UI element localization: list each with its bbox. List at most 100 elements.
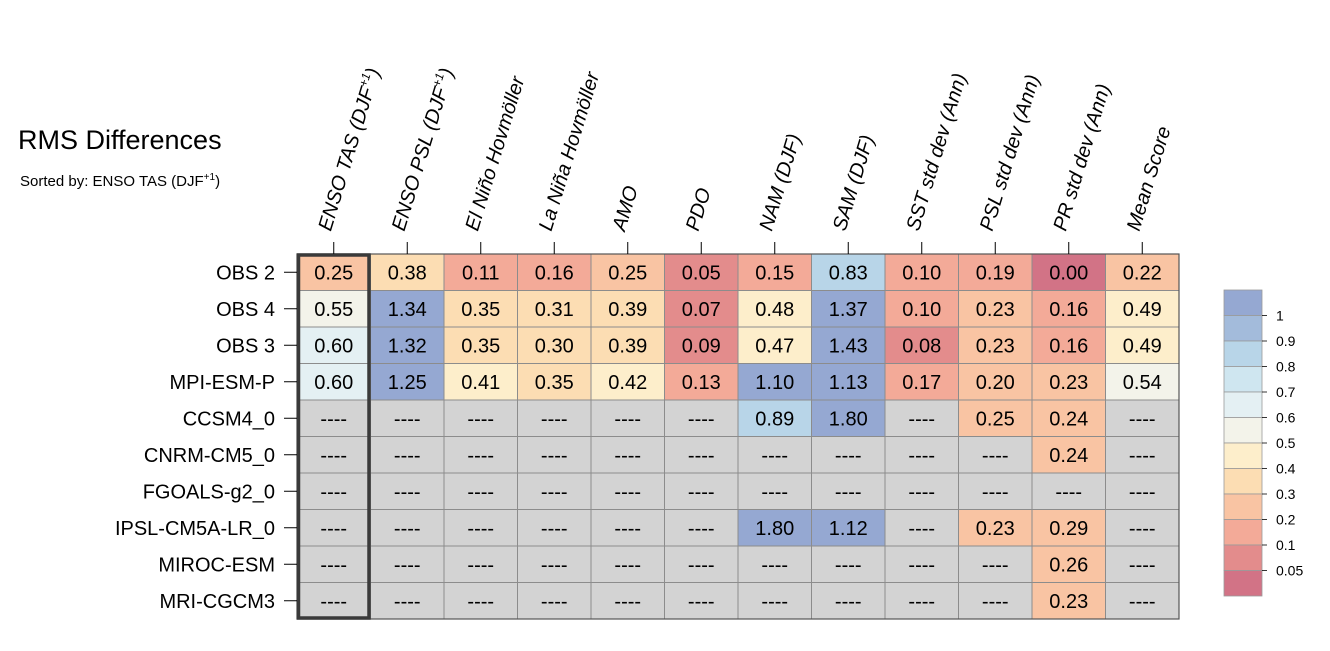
column-label-text: SAM (DJF): [829, 132, 879, 233]
legend-label: 0.9: [1276, 333, 1296, 349]
column-label-text: ENSO PSL (DJF: [388, 83, 453, 233]
column-label: SST std dev (Ann): [902, 71, 971, 234]
cell-value: 0.83: [829, 262, 868, 284]
heatmap-cell: [443, 582, 518, 620]
heatmap-cell: [737, 472, 812, 510]
cell-value: 0.11: [462, 262, 499, 284]
heatmap-cell: [737, 399, 812, 437]
cell-value: 0.23: [1049, 591, 1088, 613]
heatmap-cell: [370, 545, 445, 583]
heatmap-cell: [1105, 472, 1180, 510]
sorted-column-highlight: [296, 253, 371, 620]
cell-value: 0.13: [682, 372, 721, 394]
column-label: PR std dev (Ann): [1049, 81, 1115, 233]
heatmap-cell: [884, 326, 959, 364]
cell-value: ----: [1129, 445, 1156, 467]
cell-value: ----: [394, 554, 421, 576]
cell-value: 0.31: [535, 299, 574, 321]
heatmap-cell: [664, 290, 739, 328]
legend-swatch: [1223, 366, 1263, 393]
column-label-text: Mean Score: [1123, 124, 1176, 234]
cell-value: 0.35: [461, 335, 500, 357]
cell-value: ----: [467, 518, 494, 540]
column-label: PSL std dev (Ann): [976, 72, 1044, 233]
column-label-superscript: +1: [356, 71, 373, 88]
heatmap-cell: [1031, 326, 1106, 364]
cell-value: 0.38: [388, 262, 427, 284]
cell-value: ----: [688, 445, 715, 467]
column-label: NAM (DJF): [755, 131, 805, 233]
legend-label: 0.2: [1276, 512, 1296, 528]
cell-value: 0.05: [682, 262, 721, 284]
heatmap-cell: [737, 582, 812, 620]
column-label-text: PR std dev (Ann): [1049, 81, 1115, 233]
heatmap-cell: [296, 253, 371, 291]
cell-value: ----: [835, 591, 862, 613]
cell-value: ----: [614, 408, 641, 430]
cell-value: ----: [1129, 554, 1156, 576]
heatmap-cell: [958, 582, 1033, 620]
cell-value: 0.23: [976, 299, 1015, 321]
cell-value: ----: [541, 554, 568, 576]
heatmap-cell: [443, 545, 518, 583]
heatmap-cell: [296, 545, 371, 583]
cell-value: ----: [394, 591, 421, 613]
cell-value: ----: [541, 481, 568, 503]
legend-label: 0.6: [1276, 410, 1296, 426]
cell-value: ----: [320, 554, 347, 576]
heatmap-cell: [1105, 326, 1180, 364]
cell-value: ----: [688, 518, 715, 540]
cell-value: 0.25: [314, 262, 353, 284]
cell-value: 1.80: [755, 518, 794, 540]
cell-value: 0.07: [682, 299, 721, 321]
cell-value: ----: [394, 445, 421, 467]
cell-value: 1.32: [388, 335, 427, 357]
cell-value: 1.37: [829, 299, 868, 321]
row-label: CNRM-CM5_0: [144, 445, 275, 467]
heatmap-cell: [664, 545, 739, 583]
heatmap-cell: [884, 545, 959, 583]
legend-label: 0.7: [1276, 384, 1296, 400]
legend-label: 1: [1276, 308, 1284, 324]
legend-swatch: [1223, 289, 1263, 316]
row-label: OBS 4: [216, 299, 275, 321]
legend-swatch: [1223, 417, 1263, 444]
cell-value: 0.25: [976, 408, 1015, 430]
legend-label: 0.1: [1276, 537, 1296, 553]
cell-value: 1.13: [829, 372, 868, 394]
column-label-text: NAM (DJF): [755, 131, 805, 233]
heatmap-cell: [1105, 509, 1180, 547]
cell-value: 0.55: [314, 299, 353, 321]
heatmap-cell: [958, 399, 1033, 437]
cell-value: ----: [688, 408, 715, 430]
heatmap-cell: [370, 472, 445, 510]
cell-value: ----: [614, 591, 641, 613]
column-label: ENSO TAS (DJF+1): [313, 65, 385, 234]
cell-value: 1.25: [388, 372, 427, 394]
cell-value: 1.12: [829, 518, 868, 540]
cell-value: ----: [982, 554, 1009, 576]
cell-value: 0.30: [535, 335, 574, 357]
cell-value: ----: [394, 481, 421, 503]
cell-value: ----: [761, 481, 788, 503]
cell-value: 0.16: [1049, 335, 1088, 357]
cell-value: ----: [320, 591, 347, 613]
column-label: El Niño Hovmöller: [461, 73, 529, 234]
cell-value: 0.16: [1049, 299, 1088, 321]
row-label: MRI-CGCM3: [159, 591, 275, 613]
cell-value: 0.09: [682, 335, 721, 357]
heatmap-cell: [370, 326, 445, 364]
cell-value: ----: [761, 554, 788, 576]
heatmap-cell: [958, 253, 1033, 291]
cell-value: ----: [688, 481, 715, 503]
heatmap-cell: [517, 545, 592, 583]
cell-value: ----: [614, 445, 641, 467]
heatmap-cell: [884, 509, 959, 547]
legend-swatch: [1223, 519, 1263, 546]
heatmap-cell: [296, 472, 371, 510]
heatmap-cell: [517, 509, 592, 547]
heatmap-cell: [370, 399, 445, 437]
column-label-text: SST std dev (Ann): [902, 71, 971, 234]
row-label: MIROC-ESM: [158, 554, 275, 576]
cell-value: 0.49: [1123, 299, 1162, 321]
